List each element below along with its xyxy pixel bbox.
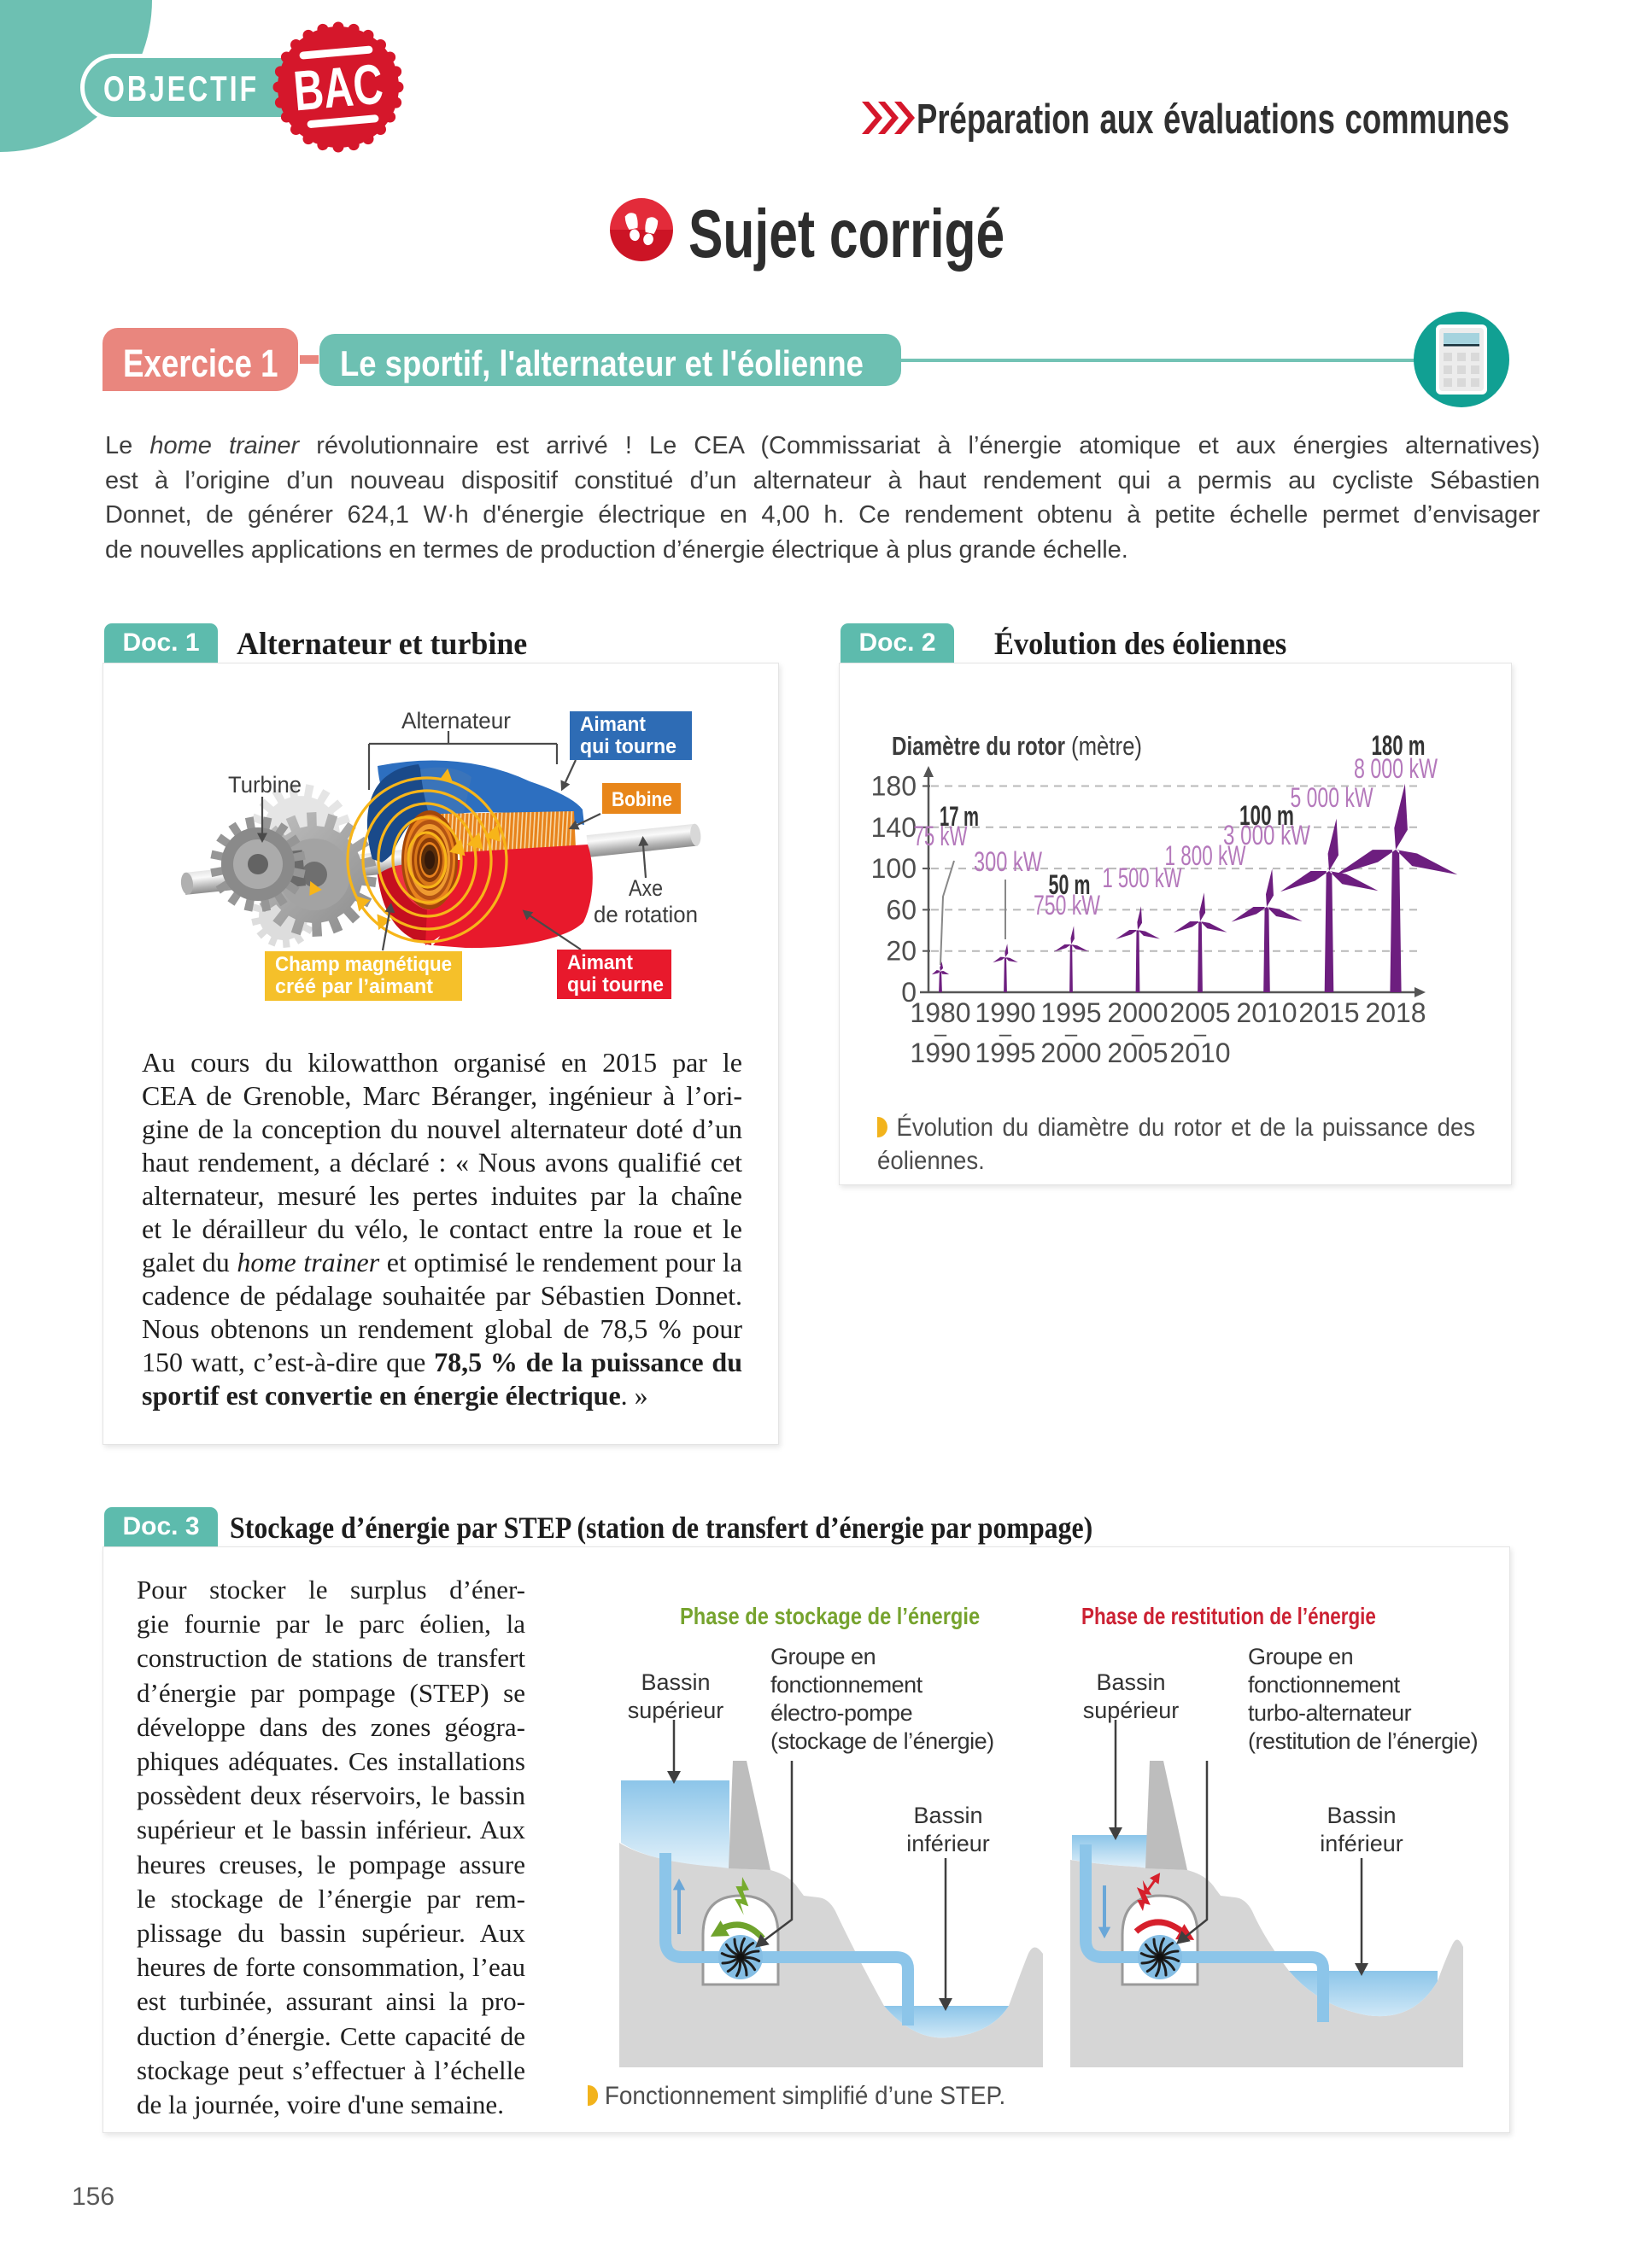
svg-text:1 500 kW: 1 500 kW xyxy=(1103,862,1183,893)
svg-text:2018: 2018 xyxy=(1365,997,1426,1028)
svg-text:1995: 1995 xyxy=(975,1038,1035,1067)
svg-text:750 kW: 750 kW xyxy=(1034,890,1101,921)
svg-text:60: 60 xyxy=(886,894,917,925)
svg-text:1995: 1995 xyxy=(1040,997,1101,1028)
svg-text:Aimant: Aimant xyxy=(567,951,633,974)
svg-text:2010: 2010 xyxy=(1169,1038,1230,1067)
svg-text:Alternateur: Alternateur xyxy=(401,708,511,734)
svg-text:Diamètre du rotor: Diamètre du rotor xyxy=(892,731,1065,761)
svg-text:2010: 2010 xyxy=(1236,997,1297,1028)
svg-text:50 m: 50 m xyxy=(1049,869,1091,900)
svg-text:Turbine: Turbine xyxy=(228,772,302,798)
svg-text:180: 180 xyxy=(871,771,917,802)
svg-text:140: 140 xyxy=(871,812,917,843)
svg-text:8 000 kW: 8 000 kW xyxy=(1354,753,1438,784)
svg-text:–: – xyxy=(1132,1020,1145,1046)
svg-text:qui tourne: qui tourne xyxy=(567,973,664,997)
svg-text:100 m: 100 m xyxy=(1239,800,1294,831)
svg-text:Champ magnétique: Champ magnétique xyxy=(275,953,452,976)
svg-text:1990: 1990 xyxy=(910,1038,970,1067)
svg-text:17 m: 17 m xyxy=(940,801,979,832)
svg-text:300 kW: 300 kW xyxy=(974,846,1043,877)
svg-text:100: 100 xyxy=(871,853,917,884)
svg-text:créé par l’aimant: créé par l’aimant xyxy=(275,975,433,998)
svg-text:–: – xyxy=(999,1020,1012,1046)
svg-text:2000: 2000 xyxy=(1040,1038,1101,1067)
svg-text:BAC: BAC xyxy=(291,53,385,123)
svg-text:qui tourne: qui tourne xyxy=(580,735,676,758)
svg-text:3 000 kW: 3 000 kW xyxy=(1223,820,1311,850)
svg-text:Aimant: Aimant xyxy=(580,713,646,736)
svg-text:180 m: 180 m xyxy=(1372,730,1426,761)
svg-text:20: 20 xyxy=(886,936,917,967)
svg-text:de rotation: de rotation xyxy=(594,902,698,927)
svg-text:2015: 2015 xyxy=(1298,997,1359,1028)
svg-text:–: – xyxy=(1065,1020,1078,1046)
svg-text:1980: 1980 xyxy=(910,997,970,1028)
svg-text:1 800 kW: 1 800 kW xyxy=(1165,840,1247,871)
svg-text:1990: 1990 xyxy=(975,997,1035,1028)
svg-text:2005: 2005 xyxy=(1107,1038,1168,1067)
svg-text:–: – xyxy=(934,1020,947,1046)
svg-text:2005: 2005 xyxy=(1169,997,1230,1028)
svg-text:5 000 kW: 5 000 kW xyxy=(1291,782,1374,813)
svg-text:0: 0 xyxy=(901,977,917,1008)
svg-text:75 kW: 75 kW xyxy=(914,821,969,851)
svg-text:2000: 2000 xyxy=(1107,997,1168,1028)
svg-text:–: – xyxy=(1194,1020,1207,1046)
svg-text:Bobine: Bobine xyxy=(612,788,672,811)
svg-text:(mètre): (mètre) xyxy=(1071,731,1142,761)
svg-text:Axe: Axe xyxy=(629,875,663,901)
